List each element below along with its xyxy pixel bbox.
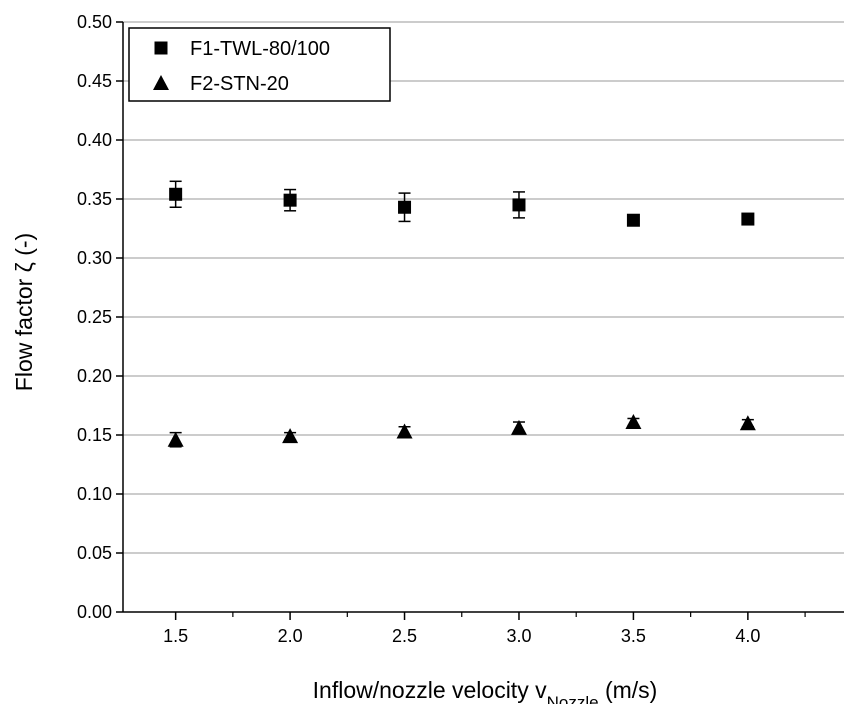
y-tick-label-1: 0.05 — [77, 543, 112, 563]
data-point — [167, 431, 184, 447]
y-tick-label-9: 0.45 — [77, 71, 112, 91]
series-f2 — [167, 414, 756, 448]
y-tick-label-8: 0.40 — [77, 130, 112, 150]
legend: F1-TWL-80/100 F2-STN-20 — [128, 27, 391, 102]
data-point — [398, 200, 412, 214]
legend-marker-f2 — [153, 75, 169, 90]
x-axis-title-subscript: Nozzle — [547, 693, 599, 704]
x-tick-label-3: 3.0 — [506, 626, 531, 646]
y-tick-label-6: 0.30 — [77, 248, 112, 268]
data-point — [512, 198, 526, 212]
y-tick-label-2: 0.10 — [77, 484, 112, 504]
y-tick-label-0: 0.00 — [77, 602, 112, 622]
data-series — [167, 180, 756, 448]
axes: 0.00 0.05 0.10 0.15 0.20 0.25 0.30 0.35 0.40 0.45… — [77, 12, 844, 646]
grid-lines — [123, 21, 844, 554]
y-axis-title: Flow factor ζ (-) — [11, 233, 37, 391]
x-axis-title-unit: (m/s) — [599, 677, 658, 703]
data-point — [510, 419, 527, 435]
x-tick-label-1: 2.0 — [278, 626, 303, 646]
x-axis-title: Inflow/nozzle velocity vNozzle (m/s) — [313, 677, 658, 704]
y-tick-label-3: 0.15 — [77, 425, 112, 445]
data-point — [741, 212, 755, 226]
x-axis-title-main: Inflow/nozzle velocity v — [313, 677, 547, 703]
y-tick-label-10: 0.50 — [77, 12, 112, 32]
y-tick-label-7: 0.35 — [77, 189, 112, 209]
data-point — [396, 423, 413, 439]
x-tick-label-4: 3.5 — [621, 626, 646, 646]
y-tick-label-4: 0.20 — [77, 366, 112, 386]
data-point — [626, 213, 640, 227]
legend-label-f1: F1-TWL-80/100 — [190, 38, 330, 60]
data-point — [282, 428, 299, 444]
x-tick-label-0: 1.5 — [163, 626, 188, 646]
x-tick-label-2: 2.5 — [392, 626, 417, 646]
x-tick-label-5: 4.0 — [735, 626, 760, 646]
legend-box — [128, 27, 391, 102]
y-tick-label-5: 0.25 — [77, 307, 112, 327]
legend-marker-shape — [153, 75, 169, 90]
data-point — [283, 193, 297, 207]
data-point — [625, 414, 642, 430]
data-point — [169, 187, 183, 201]
legend-marker-shape — [154, 41, 168, 55]
legend-marker-f1 — [154, 41, 168, 55]
data-point — [739, 415, 756, 431]
legend-label-f2: F2-STN-20 — [190, 73, 289, 95]
series-f1 — [169, 180, 755, 227]
